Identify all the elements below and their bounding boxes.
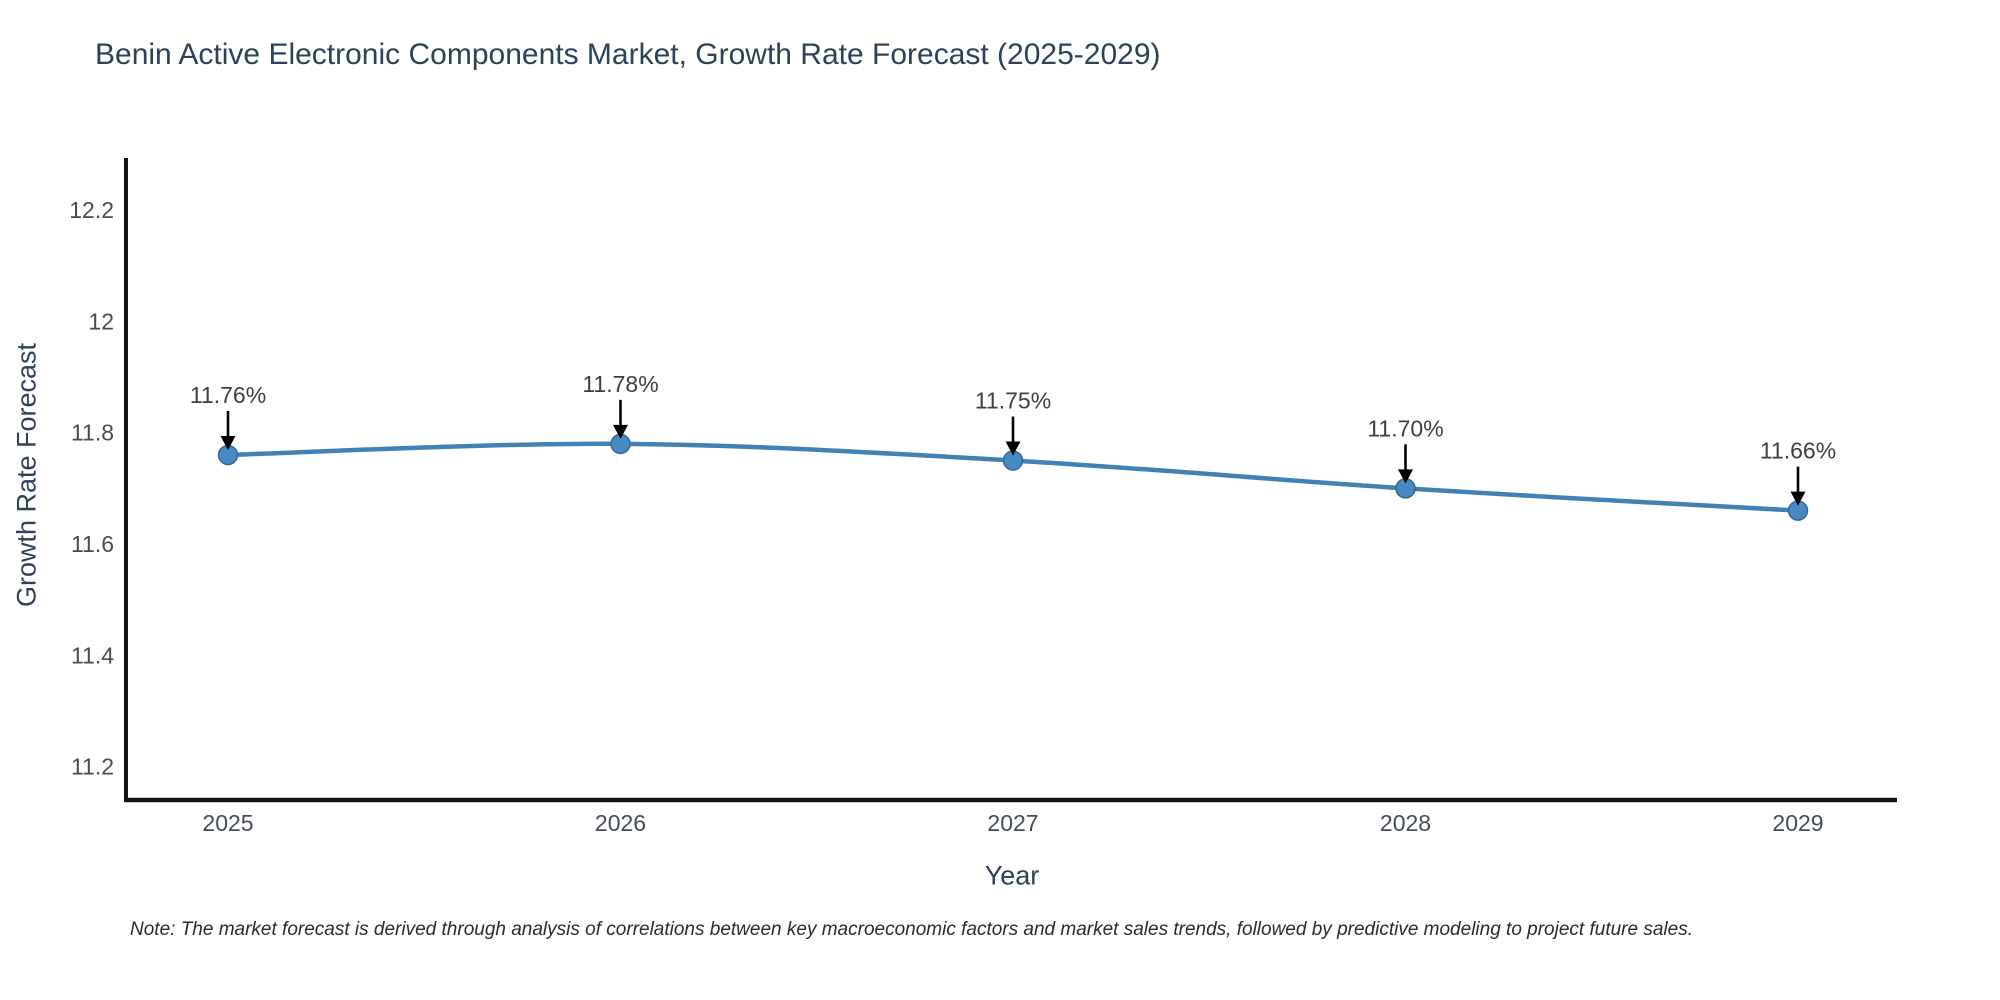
y-tick-label: 11.2 <box>71 754 114 780</box>
y-tick-label: 12 <box>88 308 114 334</box>
x-tick-label: 2028 <box>1380 810 1431 836</box>
x-tick-label: 2027 <box>987 810 1038 836</box>
x-tick-label: 2026 <box>595 810 646 836</box>
y-tick-label: 11.8 <box>71 420 114 446</box>
y-tick-label: 11.4 <box>71 642 114 668</box>
y-axis-title: Growth Rate Forecast <box>11 342 42 608</box>
y-tick-label: 12.2 <box>69 197 114 223</box>
data-point-label: 11.75% <box>975 388 1051 414</box>
annotation-arrowhead <box>1005 441 1021 456</box>
x-axis-title: Year <box>984 860 1040 891</box>
x-tick-label: 2025 <box>202 810 253 836</box>
annotation-arrowhead <box>613 424 628 439</box>
annotation-arrowhead <box>1398 469 1413 484</box>
x-tick-label: 2029 <box>1772 810 1823 836</box>
data-point-label: 11.78% <box>582 371 658 397</box>
y-tick-label: 11.6 <box>71 531 114 557</box>
annotation-arrowhead <box>220 435 236 450</box>
data-point-label: 11.70% <box>1367 415 1443 441</box>
footnote: Note: The market forecast is derived thr… <box>130 919 1693 940</box>
data-point-label: 11.66% <box>1760 438 1836 464</box>
annotation-arrowhead <box>1790 491 1806 506</box>
data-point-label: 11.76% <box>190 382 266 408</box>
chart-title: Benin Active Electronic Components Marke… <box>95 38 1161 71</box>
